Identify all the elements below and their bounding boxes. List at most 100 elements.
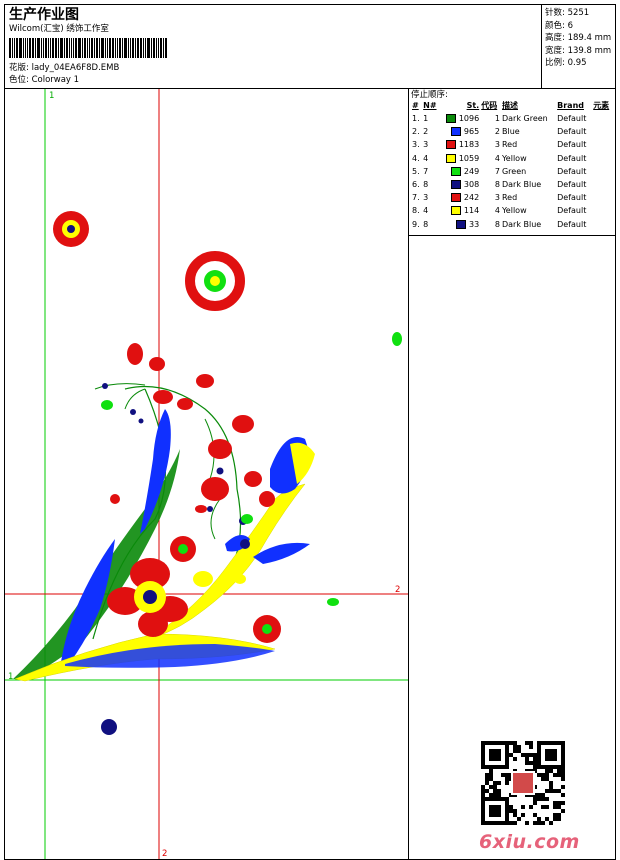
qr-module	[557, 817, 561, 821]
stop-table-header: # N# St. 代码 描述 Brand 元素	[411, 100, 613, 112]
qr-module	[533, 757, 537, 761]
barcode-bar	[156, 38, 157, 58]
qr-module	[513, 773, 533, 793]
stop-header-cell: N#	[423, 101, 437, 110]
barcode-bar	[132, 38, 134, 58]
stop-needle: 4	[423, 206, 429, 216]
qr-module	[533, 765, 537, 769]
qr-module	[549, 781, 553, 785]
qr-module	[553, 813, 557, 817]
stop-brand: Default	[557, 114, 587, 123]
stop-desc: Red	[501, 140, 518, 150]
barcode-bar	[14, 38, 15, 58]
axis-label-v1: 1	[49, 91, 54, 101]
barcode-bar	[130, 38, 131, 58]
barcode-bar	[135, 38, 136, 58]
stop-needle: 8	[423, 219, 429, 229]
qr-module	[493, 781, 497, 785]
red-petal-cluster	[110, 343, 275, 513]
barcode-bar	[89, 38, 90, 58]
qr-module	[485, 781, 489, 785]
qr-module	[537, 797, 541, 801]
qr-module	[517, 745, 521, 749]
color-swatch	[446, 114, 457, 123]
stop-header-cell: Brand	[557, 101, 584, 110]
stop-desc: Yellow	[501, 153, 527, 163]
barcode-bar	[147, 38, 150, 58]
table-row: 6. 8 308 8 Dark Blue Default	[411, 178, 613, 191]
qr-module	[517, 749, 521, 753]
stop-code: 1	[494, 114, 500, 123]
barcode-bar	[58, 38, 59, 58]
barcode-bar	[29, 38, 31, 58]
barcode-bar	[119, 38, 121, 58]
barcode-bar	[109, 38, 111, 58]
stop-needle: 7	[423, 166, 429, 176]
stop-seq: 6.	[412, 180, 420, 190]
qr-module	[489, 785, 493, 789]
stop-code: 8	[494, 180, 500, 190]
qr-module	[509, 741, 513, 745]
barcode-bar	[158, 38, 159, 58]
qr-module	[545, 817, 549, 821]
qr-module	[485, 777, 489, 781]
design-scale: 比例: 0.95	[545, 58, 587, 68]
qr-module	[493, 789, 497, 793]
qr-module	[489, 749, 501, 761]
stop-element	[592, 165, 613, 178]
software-subtitle: Wilcom(汇宝) 绣饰工作室	[9, 24, 109, 34]
yellow-bud	[193, 571, 213, 587]
barcode-bar	[19, 38, 22, 58]
barcode-bar	[66, 38, 68, 58]
stop-brand: Default	[557, 219, 587, 229]
barcode-bar	[105, 38, 106, 58]
qr-module	[545, 805, 549, 809]
stop-header-cell: #	[412, 101, 419, 110]
stop-brand: Default	[557, 153, 587, 163]
barcode-bar	[23, 38, 24, 58]
qr-module	[525, 753, 529, 757]
barcode-bar	[55, 38, 57, 58]
qr-module	[525, 821, 529, 825]
qr-module	[489, 769, 493, 773]
qr-module	[525, 757, 529, 761]
stitch-count: 针数: 5251	[545, 8, 590, 18]
qr-module	[541, 777, 545, 781]
stop-desc: Red	[501, 193, 518, 203]
stop-element	[592, 138, 613, 151]
barcode-bar	[41, 38, 42, 58]
qr-module	[561, 801, 565, 805]
stop-stitches: 1183	[440, 138, 480, 151]
qr-module	[561, 773, 565, 777]
stop-stitches: 33	[440, 218, 480, 231]
color-swatch	[451, 127, 462, 137]
barcode-bar	[124, 38, 127, 58]
barcode-bar	[115, 38, 116, 58]
qr-module	[545, 789, 549, 793]
table-row: 5. 7 249 7 Green Default	[411, 165, 613, 178]
stop-brand: Default	[557, 206, 587, 216]
qr-module	[541, 805, 545, 809]
qr-module	[497, 781, 501, 785]
barcode-bar	[163, 38, 164, 58]
main-flower	[107, 558, 188, 637]
embroidery-drawing: 1 1 2 2	[5, 89, 408, 859]
stop-desc: Blue	[501, 127, 520, 137]
stop-brand: Default	[557, 166, 587, 176]
stop-needle: 2	[423, 127, 429, 137]
qr-module	[481, 785, 485, 789]
axis-label-h1: 1	[8, 672, 13, 682]
barcode-bar	[82, 38, 83, 58]
stop-seq: 2.	[412, 127, 420, 137]
qr-module	[509, 753, 513, 757]
stop-header-cell: 代码	[481, 101, 498, 110]
qr-module	[533, 753, 537, 757]
barcode-bar	[137, 38, 139, 58]
qr-module	[537, 817, 541, 821]
stop-needle: 1	[423, 114, 429, 123]
barcode-bar	[52, 38, 54, 58]
stop-needle: 4	[423, 153, 429, 163]
production-sheet: 生产作业图 Wilcom(汇宝) 绣饰工作室 花版: lady_04EA6F8D…	[4, 4, 616, 860]
qr-module	[541, 793, 545, 797]
stop-header-cell: St.	[466, 101, 480, 110]
